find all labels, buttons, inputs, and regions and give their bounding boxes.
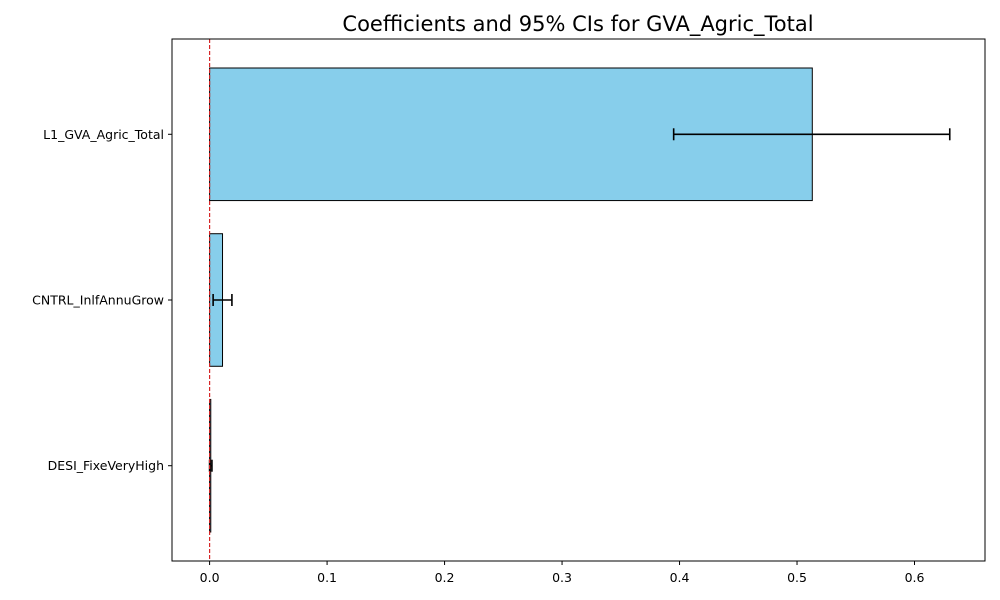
x-tick-label-0: 0.0 <box>200 570 220 585</box>
x-tick-label-5: 0.5 <box>787 570 807 585</box>
x-tick-label-4: 0.4 <box>670 570 690 585</box>
chart-title: Coefficients and 95% CIs for GVA_Agric_T… <box>342 12 813 37</box>
x-tick-label-2: 0.2 <box>435 570 455 585</box>
y-tick-label-2: DESI_FixeVeryHigh <box>48 458 164 473</box>
x-tick-label-6: 0.6 <box>905 570 925 585</box>
y-tick-label-0: L1_GVA_Agric_Total <box>43 127 164 142</box>
plot-frame <box>171 38 986 562</box>
x-tick-label-1: 0.1 <box>317 570 337 585</box>
plot-layer: L1_GVA_Agric_Total CNTRL_InlfAnnuGrow DESI… <box>32 38 986 585</box>
y-tick-label-1: CNTRL_InlfAnnuGrow <box>32 293 164 308</box>
x-tick-label-3: 0.3 <box>552 570 572 585</box>
